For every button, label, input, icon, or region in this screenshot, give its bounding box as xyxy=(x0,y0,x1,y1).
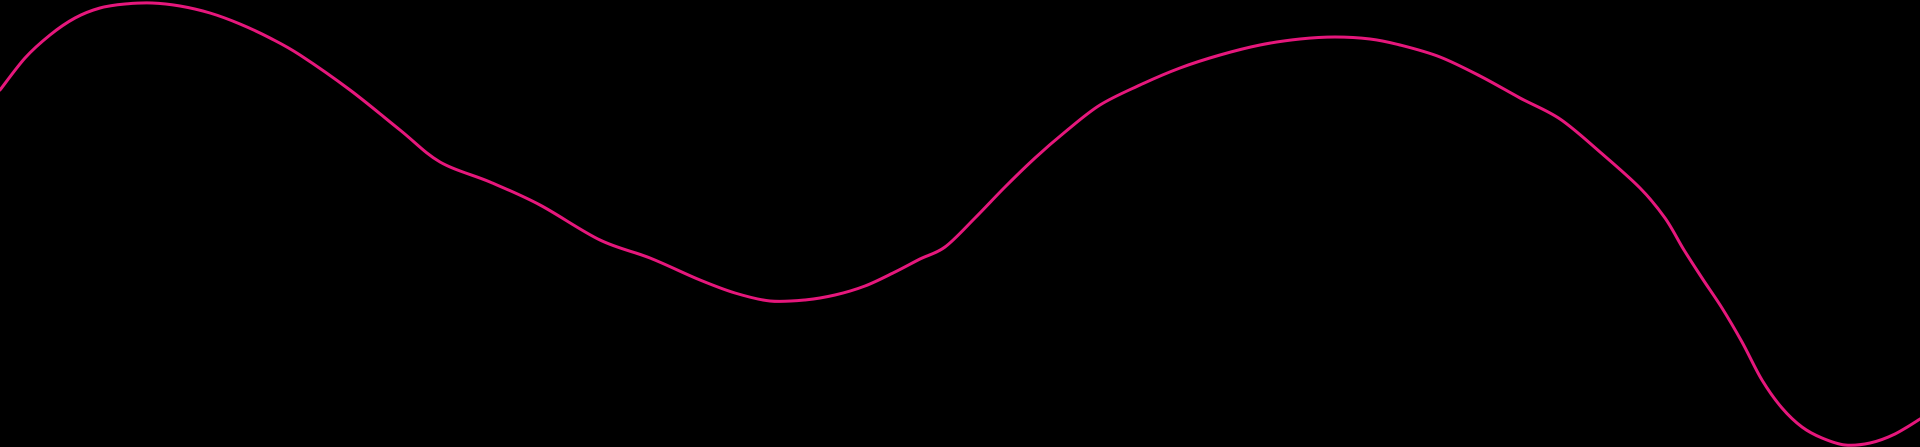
wave-curve-line xyxy=(0,1,1920,447)
wave-chart-svg xyxy=(0,1,1920,447)
chart-canvas xyxy=(0,0,1920,447)
